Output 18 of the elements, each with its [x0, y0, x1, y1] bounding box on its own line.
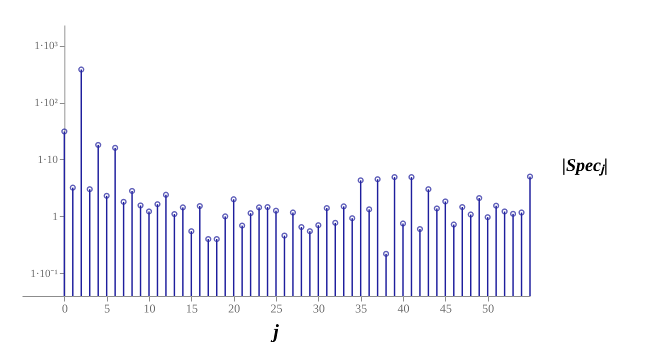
y-tick-label: 1 [52, 210, 58, 223]
x-tick-label: 10 [144, 302, 156, 316]
x-tick-label: 25 [270, 302, 282, 316]
x-tick-label: 0 [62, 302, 68, 316]
y-tick-label: 1·10 [38, 154, 58, 166]
x-tick-label: 5 [104, 302, 110, 316]
x-tick-label: 30 [312, 302, 325, 316]
y-tick-label: 1·10⁻¹ [30, 268, 58, 280]
y-tick-label: 1·10² [34, 97, 59, 110]
y-tick-label: 1·10³ [34, 40, 59, 52]
x-tick-label: 50 [482, 302, 494, 316]
x-tick-label: 40 [398, 302, 410, 316]
x-tick-label: 35 [355, 302, 368, 316]
x-tick-label: 20 [228, 302, 240, 316]
x-tick-label: 45 [440, 302, 452, 316]
x-axis-title: j [270, 321, 280, 342]
x-tick-label: 15 [186, 302, 198, 316]
y-axis-title: |Specⱼ| [562, 154, 608, 176]
